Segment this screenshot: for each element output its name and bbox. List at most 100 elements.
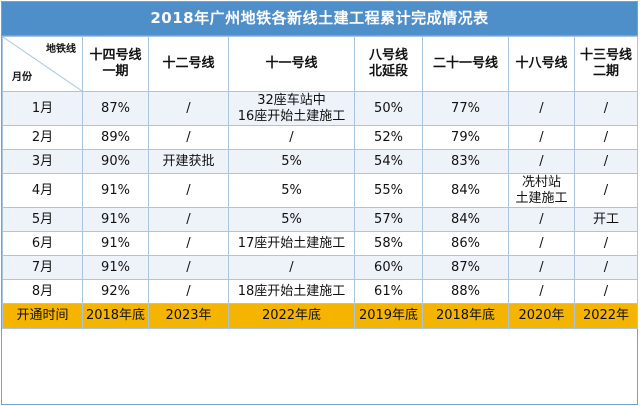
progress-cell: / <box>574 173 638 208</box>
month-cell: 4月 <box>2 173 83 208</box>
progress-cell: / <box>148 255 229 280</box>
progress-cell: / <box>148 91 229 126</box>
progress-cell: / <box>574 149 638 174</box>
month-cell: 7月 <box>2 255 83 280</box>
cell-text: 90% <box>101 153 130 169</box>
cell-text: 79% <box>451 129 480 145</box>
cell-text: 91% <box>101 182 130 198</box>
cell-text: / <box>186 259 191 275</box>
opening-time-cell: 2022年 <box>574 303 638 329</box>
month-cell: 3月 <box>2 149 83 174</box>
table-row: 6月 91% / 17座开始土建施工 58% 86% / / <box>2 231 638 256</box>
header-row: 地铁线 月份 十四号线 一期 十二号线 十一号线 八号线 北延段 二十一号线 十八号… <box>2 36 638 92</box>
progress-cell: / <box>574 231 638 256</box>
cell-text: 55% <box>374 182 403 198</box>
cell-text: / <box>603 283 609 299</box>
corner-label-month: 月份 <box>12 72 32 83</box>
cell-text: 86% <box>451 235 480 251</box>
column-header: 十二号线 <box>148 36 229 92</box>
opening-time-row: 开通时间 2018年底 2023年 2022年底 2019年底 2018年底 2020年 20… <box>2 303 638 329</box>
progress-cell: 开建获批 <box>148 149 229 174</box>
cell-text: 91% <box>101 211 130 227</box>
cell-text: 84% <box>451 211 480 227</box>
cell-text: 58% <box>374 235 403 251</box>
cell-text: 54% <box>374 153 403 169</box>
cell-text: 57% <box>374 211 403 227</box>
column-header: 十三号线 二期 <box>574 36 638 92</box>
progress-cell: 91% <box>82 207 149 232</box>
progress-cell: 55% <box>354 173 423 208</box>
cell-text: 土建施工 <box>515 190 568 206</box>
cell-text: / <box>539 153 544 169</box>
progress-cell: / <box>574 279 638 304</box>
cell-text: / <box>186 182 191 198</box>
progress-cell: 92% <box>82 279 149 304</box>
cell-text: 87% <box>101 100 130 116</box>
cell-text: 50% <box>374 100 403 116</box>
progress-cell: / <box>148 173 229 208</box>
table-row: 4月 91% / 5% 55% 84% 冼村站 土建施工 / <box>2 173 638 208</box>
progress-cell: 5% <box>228 149 355 174</box>
opening-time-cell: 2022年底 <box>228 303 355 329</box>
cell-text: / <box>539 211 544 227</box>
progress-cell: 91% <box>82 231 149 256</box>
cell-text: 83% <box>451 153 480 169</box>
progress-cell: 87% <box>82 91 149 126</box>
progress-cell: 开工 <box>574 207 638 232</box>
cell-text: / <box>186 235 191 251</box>
cell-text: 5% <box>281 153 302 169</box>
cell-text: / <box>539 235 544 251</box>
cell-text: / <box>603 100 609 116</box>
table-row: 2月 89% / / 52% 79% / / <box>2 125 638 150</box>
cell-text: 5% <box>281 211 302 227</box>
cell-text: / <box>539 129 544 145</box>
month-cell: 8月 <box>2 279 83 304</box>
progress-cell: 57% <box>354 207 423 232</box>
opening-time-cell: 2018年底 <box>82 303 149 329</box>
progress-cell: 5% <box>228 173 355 208</box>
cell-text: 5% <box>281 182 302 198</box>
opening-time-cell: 2019年底 <box>354 303 423 329</box>
corner-diagonal-line <box>3 37 82 91</box>
progress-cell: 91% <box>82 173 149 208</box>
progress-cell: / <box>228 125 355 150</box>
cell-text: / <box>603 129 609 145</box>
progress-cell: 91% <box>82 255 149 280</box>
cell-text: / <box>603 153 609 169</box>
progress-cell: / <box>508 279 575 304</box>
opening-time-cell: 2023年 <box>148 303 229 329</box>
cell-text: / <box>603 235 609 251</box>
progress-cell: / <box>228 255 355 280</box>
cell-text: / <box>289 129 294 145</box>
cell-text: 开建获批 <box>162 153 215 169</box>
progress-cell: / <box>148 231 229 256</box>
progress-cell: / <box>148 207 229 232</box>
progress-cell: 5% <box>228 207 355 232</box>
cell-text: 61% <box>374 283 403 299</box>
progress-cell: 83% <box>422 149 509 174</box>
cell-text: 52% <box>374 129 403 145</box>
progress-cell: / <box>508 125 575 150</box>
progress-cell: 86% <box>422 231 509 256</box>
opening-time-label: 开通时间 <box>2 303 83 329</box>
progress-cell: 84% <box>422 173 509 208</box>
cell-text: 89% <box>101 129 130 145</box>
column-header: 八号线 北延段 <box>354 36 423 92</box>
month-cell: 5月 <box>2 207 83 232</box>
progress-cell: 87% <box>422 255 509 280</box>
corner-header: 地铁线 月份 <box>2 36 83 92</box>
progress-cell: / <box>508 91 575 126</box>
progress-cell: / <box>508 149 575 174</box>
progress-cell: 50% <box>354 91 423 126</box>
table-title: 2018年广州地铁各新线土建工程累计完成情况表 <box>2 2 637 36</box>
progress-cell: / <box>574 255 638 280</box>
progress-cell: 32座车站中 16座开始土建施工 <box>228 91 355 126</box>
month-cell: 6月 <box>2 231 83 256</box>
column-header: 十八号线 <box>508 36 575 92</box>
progress-cell: 84% <box>422 207 509 232</box>
cell-text: 60% <box>374 259 403 275</box>
progress-cell: / <box>574 125 638 150</box>
cell-text: 91% <box>101 259 130 275</box>
column-header: 二十一号线 <box>422 36 509 92</box>
